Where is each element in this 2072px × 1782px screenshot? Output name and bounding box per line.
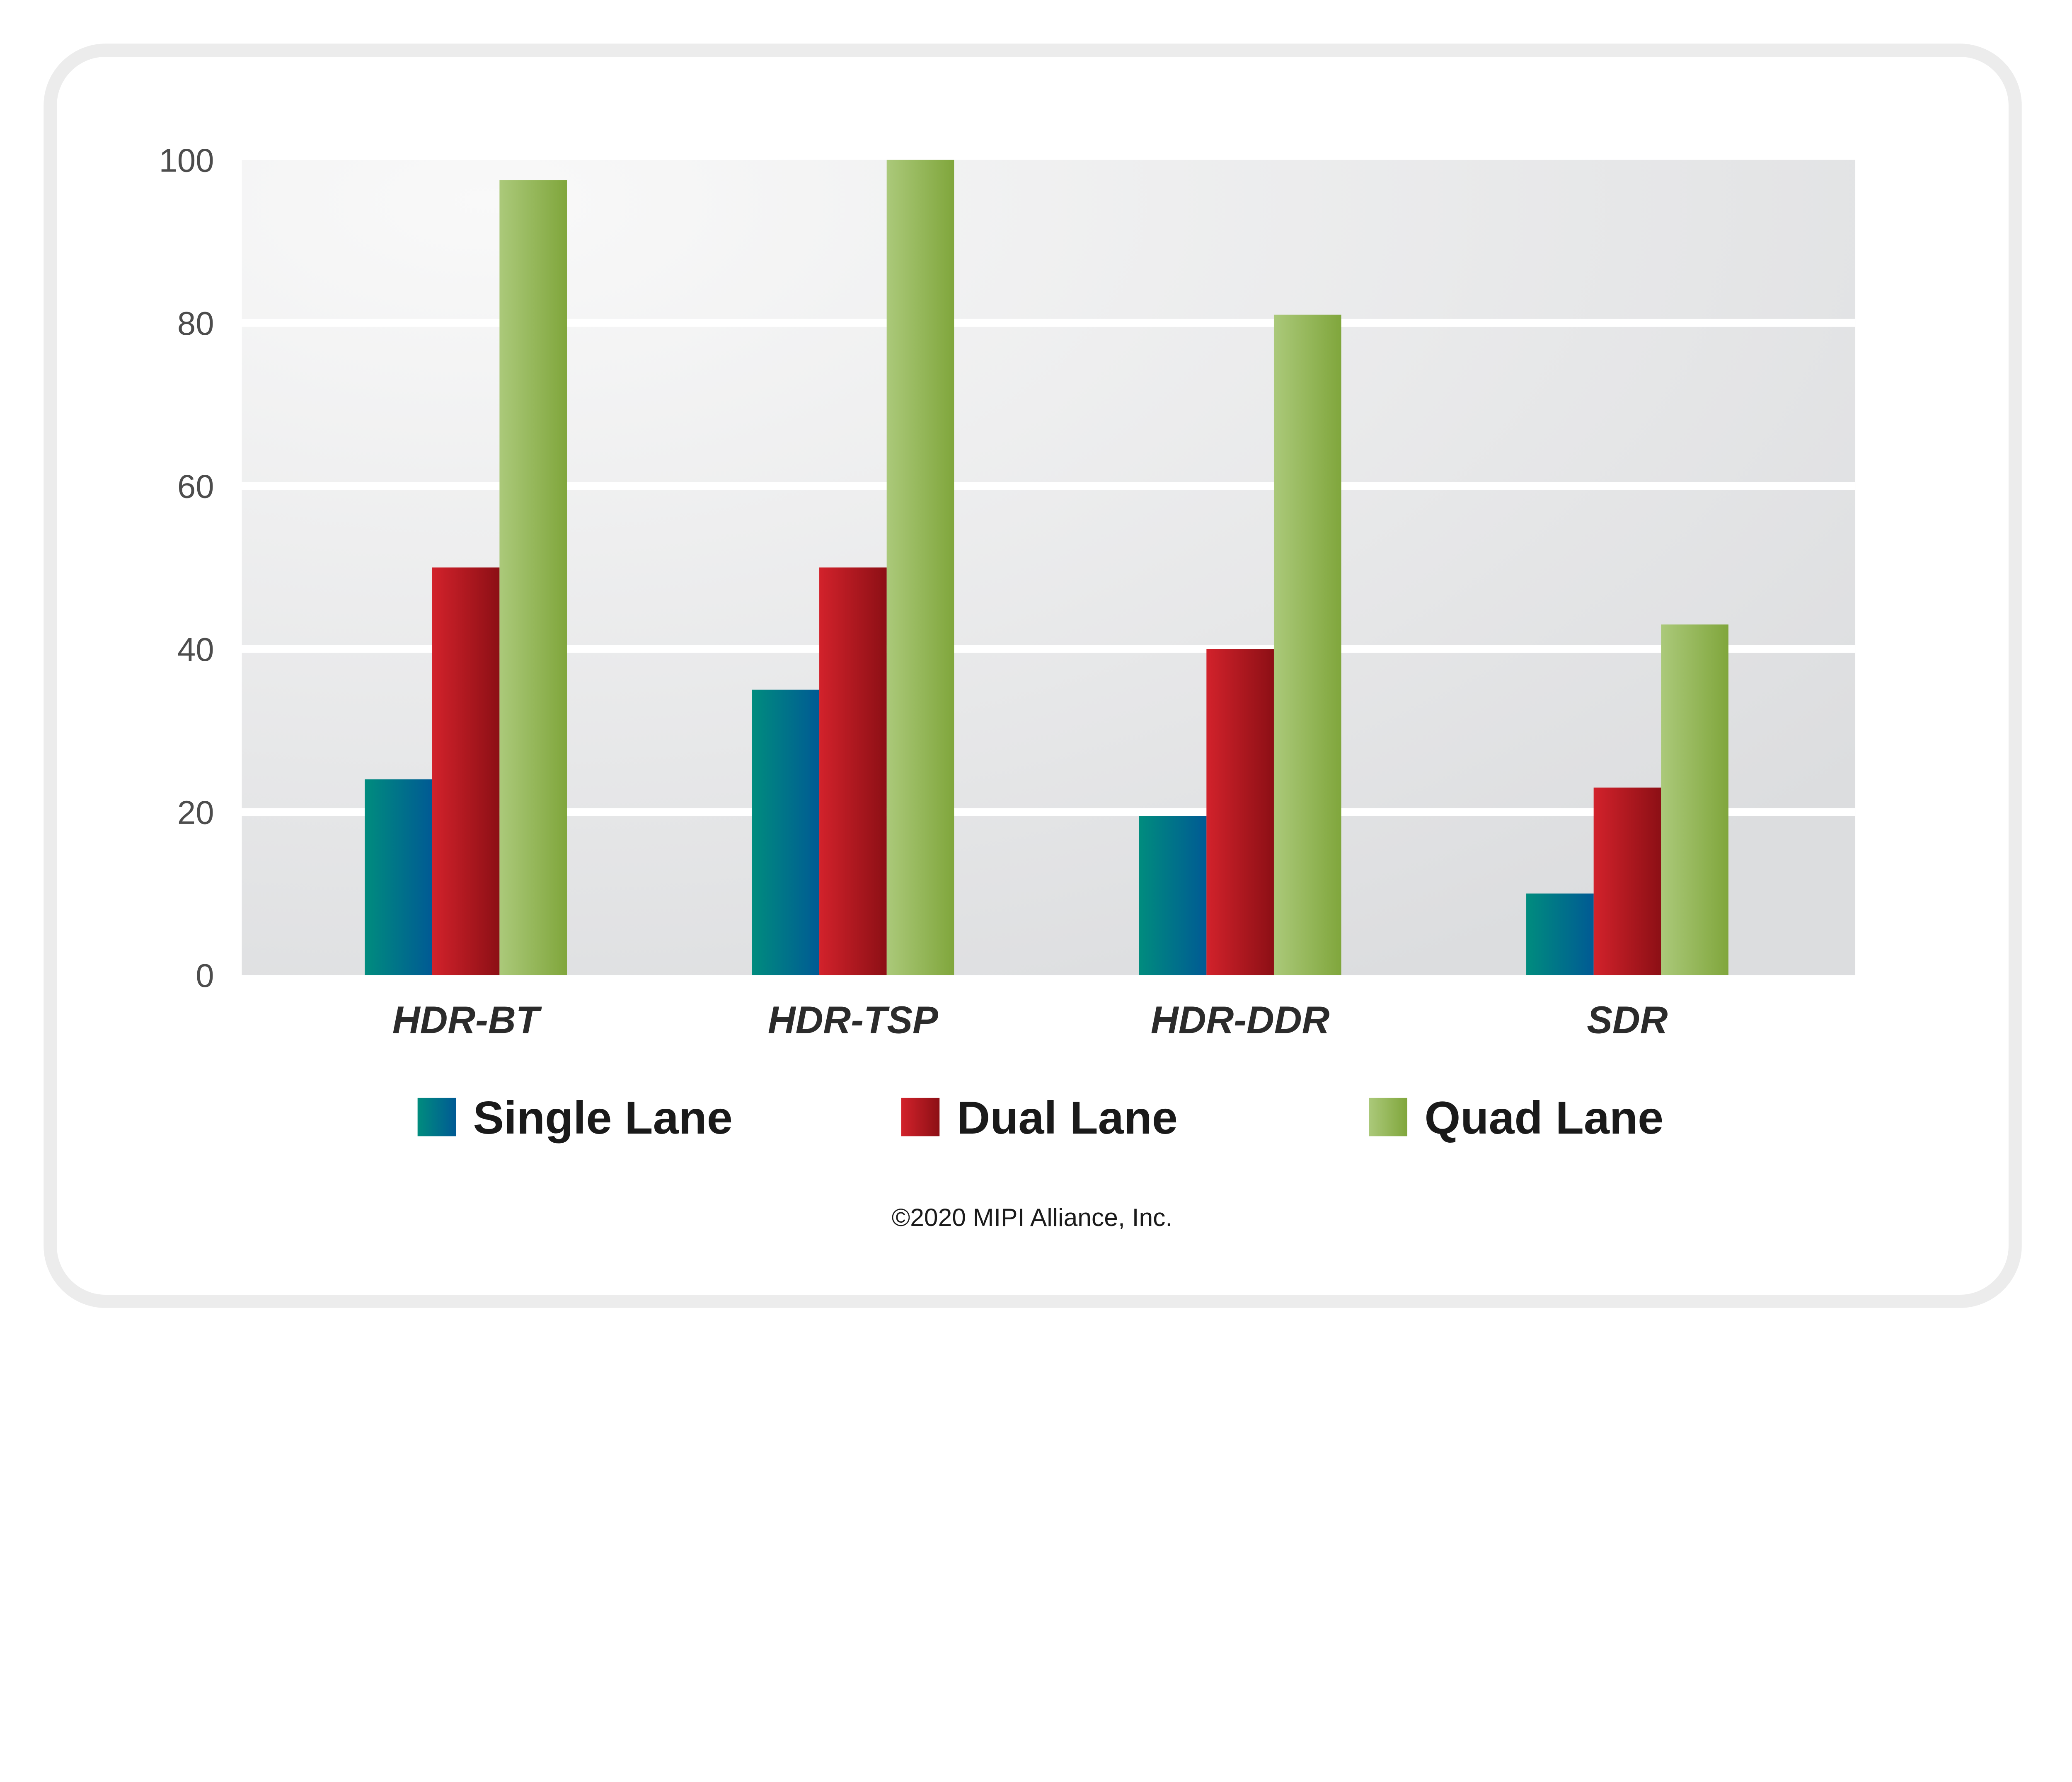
- x-category-label: SDR: [1587, 999, 1668, 1042]
- y-tick-label: 100: [159, 142, 214, 179]
- bar-chart: 0 20 40 60 80 100 HDR-BT HDR-TSP HDR-DDR SDR Sin…: [44, 44, 2022, 1308]
- legend-swatch: [1369, 1098, 1408, 1136]
- bar-dual-lane-hdr-tsp: [819, 567, 887, 975]
- y-tick-label: 60: [177, 468, 214, 505]
- bar-quad-lane-hdr-ddr: [1273, 314, 1341, 975]
- x-category-label: HDR-DDR: [1151, 999, 1330, 1042]
- bars: [365, 160, 1728, 975]
- x-axis-categories: HDR-BT HDR-TSP HDR-DDR SDR: [392, 999, 1668, 1042]
- bar-single-lane-hdr-ddr: [1139, 816, 1207, 975]
- gridline: [242, 482, 1856, 490]
- gridline: [242, 808, 1856, 816]
- bar-quad-lane-hdr-bt: [499, 180, 567, 975]
- gridline: [242, 319, 1856, 327]
- gridline: [242, 645, 1856, 653]
- bar-dual-lane-hdr-ddr: [1206, 649, 1274, 975]
- bar-single-lane-hdr-tsp: [752, 689, 820, 975]
- y-tick-label: 0: [196, 957, 214, 994]
- gridlines: [242, 319, 1856, 816]
- bar-quad-lane-sdr: [1661, 624, 1728, 975]
- legend-label: Quad Lane: [1424, 1092, 1663, 1144]
- legend-swatch: [417, 1098, 456, 1136]
- x-category-label: HDR-BT: [392, 999, 542, 1042]
- legend-label: Dual Lane: [957, 1092, 1178, 1144]
- y-tick-label: 20: [177, 794, 214, 831]
- bar-quad-lane-hdr-tsp: [886, 160, 954, 975]
- legend: Single Lane Dual Lane Quad Lane: [417, 1092, 1663, 1144]
- y-axis-ticks: 0 20 40 60 80 100: [159, 142, 214, 994]
- bar-single-lane-hdr-bt: [365, 779, 432, 975]
- legend-swatch: [901, 1098, 940, 1136]
- legend-label: Single Lane: [473, 1092, 733, 1144]
- bar-single-lane-sdr: [1526, 893, 1594, 975]
- y-tick-label: 40: [177, 631, 214, 668]
- y-tick-label: 80: [177, 305, 214, 342]
- bar-dual-lane-sdr: [1593, 787, 1661, 975]
- copyright: ©2020 MIPI Alliance, Inc.: [892, 1203, 1173, 1231]
- bar-dual-lane-hdr-bt: [432, 567, 500, 975]
- x-category-label: HDR-TSP: [768, 999, 938, 1042]
